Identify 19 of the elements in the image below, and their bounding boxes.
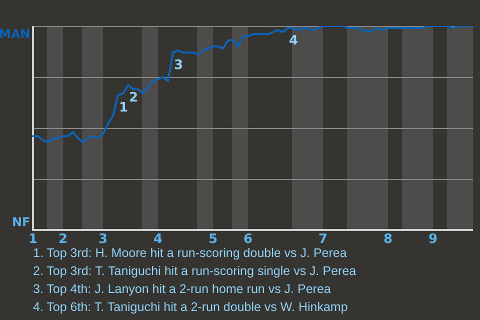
text: 3. Top 4th: J. Lanyon hit a 2-run home run vs J. Perea (33, 281, 332, 298)
annotation: 3 (174, 58, 184, 73)
text: 1. Top 3rd: H. Moore hit a run-scoring double vs J. Perea (33, 245, 348, 262)
x-tick-label: 4 (153, 232, 163, 248)
text: 2. Top 3rd: T. Taniguchi hit a run-scoring single vs J. Perea (33, 263, 356, 280)
annotation: 4 (289, 33, 298, 48)
x-tick-label: 3 (98, 232, 108, 248)
x-tick-label: 9 (428, 232, 438, 248)
x-tick-label: 2 (58, 232, 68, 248)
x-tick-label: 7 (318, 232, 328, 248)
x-tick-label: 5 (208, 232, 218, 248)
annotation: 2 (129, 90, 138, 106)
x-tick-label: 6 (243, 232, 253, 248)
text: NF (12, 215, 30, 229)
annotation: 1 (119, 100, 128, 116)
x-tick-label: 1 (28, 232, 38, 248)
x-tick-label: 8 (383, 232, 393, 248)
text: MAN (0, 27, 30, 41)
text: 4. Top 6th: T. Taniguchi hit a 2-run double vs W. Hinkamp (33, 299, 349, 316)
